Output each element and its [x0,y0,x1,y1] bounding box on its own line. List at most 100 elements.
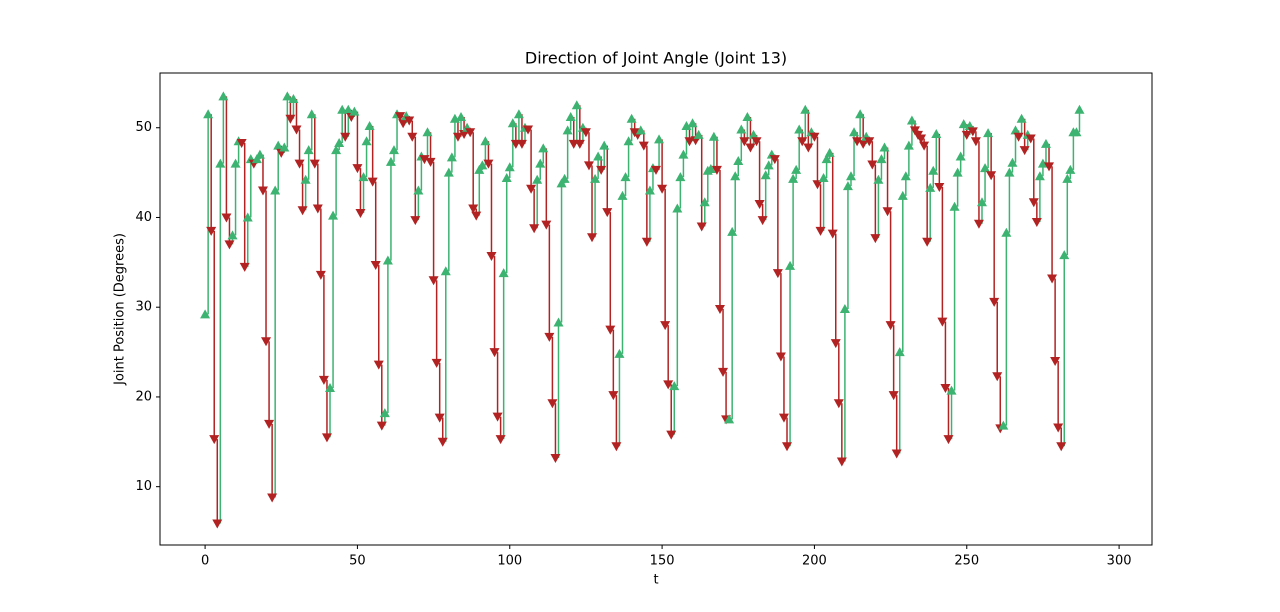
down-marker [1047,274,1058,284]
up-marker [349,106,360,116]
down-marker [352,164,363,174]
up-marker [849,127,860,137]
down-marker [1028,198,1039,208]
up-marker [385,156,396,166]
x-tick-label: 50 [349,554,366,569]
down-marker [437,437,448,447]
down-marker [239,262,250,272]
up-marker [678,149,689,159]
down-marker [587,233,598,243]
down-marker [1031,217,1042,227]
up-marker [273,140,284,150]
up-marker [535,158,546,168]
up-marker [876,154,887,164]
plot-frame [159,72,1153,546]
down-marker [471,211,482,221]
up-marker [699,197,710,207]
up-marker [742,111,753,121]
down-marker [370,261,381,271]
up-marker [599,140,610,150]
up-marker [331,145,342,155]
down-marker [419,155,430,165]
down-marker [1053,423,1064,433]
up-marker [279,142,290,152]
x-tick-label: 100 [497,554,522,569]
down-marker [809,132,820,142]
down-marker [340,132,351,142]
up-marker [672,203,683,213]
x-tick-label: 250 [954,554,979,569]
down-marker [1013,132,1024,142]
up-marker [617,190,628,200]
up-marker [733,155,744,165]
down-marker [605,325,616,335]
up-marker [626,113,637,123]
down-marker [711,165,722,175]
down-marker [312,204,323,214]
down-marker [757,216,768,226]
down-marker [224,240,235,250]
up-marker [413,185,424,195]
up-marker [288,94,299,104]
down-marker [916,134,927,144]
up-marker [845,171,856,181]
up-marker [361,136,372,146]
down-marker [937,317,948,327]
up-marker [818,172,829,182]
up-marker [614,348,625,358]
up-marker [446,152,457,162]
up-marker [456,111,467,121]
down-marker [608,391,619,401]
up-marker [203,109,214,119]
down-marker [468,204,479,214]
down-marker [858,139,869,149]
up-marker [230,158,241,168]
down-marker [407,132,418,142]
up-marker [842,181,853,191]
down-marker [663,380,674,390]
up-marker [635,125,646,135]
down-marker [641,237,652,247]
x-tick-label: 300 [1107,554,1132,569]
down-marker [580,128,591,138]
up-marker [325,382,336,392]
down-marker [714,305,725,314]
down-marker [529,224,540,234]
down-marker [404,116,415,126]
up-marker [980,163,991,173]
down-marker [885,321,896,331]
up-marker [791,164,802,174]
down-marker [376,421,387,431]
down-marker [209,435,220,445]
up-marker [553,317,564,327]
up-marker [620,172,631,182]
down-marker [867,160,878,170]
down-marker [526,184,537,194]
down-marker [751,137,762,147]
up-marker [571,100,582,110]
up-marker [559,173,570,183]
up-marker [705,164,716,174]
up-marker [675,172,686,182]
up-marker [200,309,211,319]
down-marker [651,165,661,175]
up-marker [565,111,576,121]
down-marker [434,413,445,423]
up-marker [949,201,960,211]
down-marker [827,229,838,239]
up-marker [1040,138,1051,148]
down-marker [992,372,1003,382]
up-marker [388,145,399,155]
up-marker [562,125,573,135]
up-marker [242,212,253,222]
up-marker [513,109,524,119]
down-marker [267,493,278,503]
up-marker [254,149,265,159]
down-marker [206,226,217,236]
down-marker [544,332,555,342]
up-marker [736,124,747,134]
down-marker [775,352,786,362]
down-marker [967,127,978,137]
down-marker [315,270,326,280]
down-marker [684,137,695,147]
